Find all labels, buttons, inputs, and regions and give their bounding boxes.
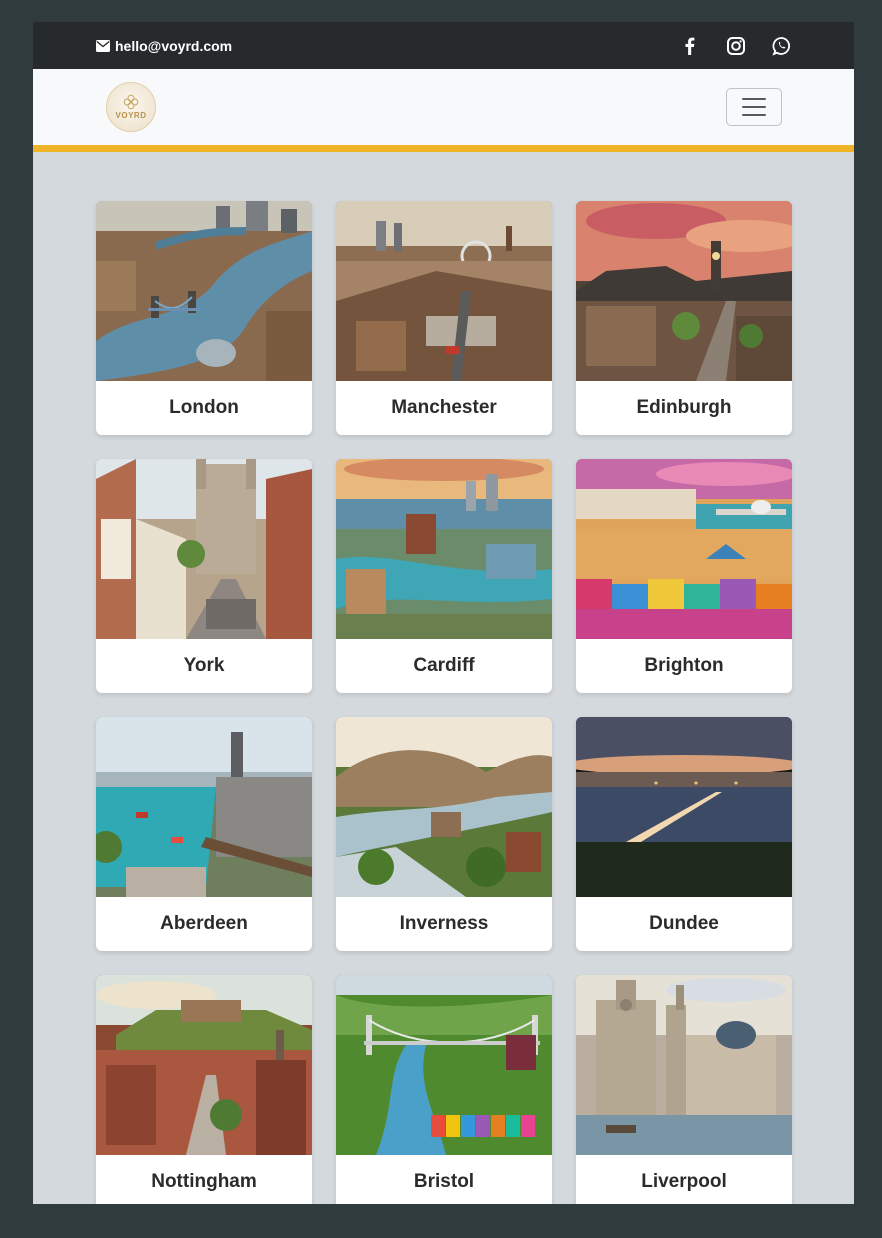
city-image-york[interactable] [96,459,312,639]
city-card-edinburgh[interactable]: Edinburgh [576,201,792,435]
email-text: hello@voyrd.com [115,37,233,54]
city-card-aberdeen[interactable]: Aberdeen [96,717,312,951]
city-image-dundee[interactable] [576,717,792,897]
hamburger-menu-button[interactable] [726,88,782,126]
flower-icon [123,94,139,110]
hamburger-line [742,106,766,108]
email-link[interactable]: hello@voyrd.com [96,38,232,54]
top-contact-bar: hello@voyrd.com [33,22,854,69]
city-image-manchester[interactable] [336,201,552,381]
city-name: Cardiff [413,655,475,676]
city-card-liverpool[interactable]: Liverpool [576,975,792,1204]
main-navbar: VOYRD [33,69,854,152]
city-grid: London Manchester [96,201,792,1204]
city-name: Aberdeen [160,913,248,934]
city-name: Nottingham [151,1171,257,1192]
city-card-dundee[interactable]: Dundee [576,717,792,951]
city-name: Dundee [649,913,719,934]
city-name: Brighton [644,655,724,676]
city-image-inverness[interactable] [336,717,552,897]
city-name: London [169,397,239,418]
city-name: Bristol [413,1171,475,1192]
city-card-brighton[interactable]: Brighton [576,459,792,693]
brand-logo[interactable]: VOYRD [106,82,156,132]
city-image-london[interactable] [96,201,312,381]
city-image-brighton[interactable] [576,459,792,639]
city-name: Liverpool [641,1171,727,1192]
city-image-aberdeen[interactable] [96,717,312,897]
hamburger-line [742,98,766,100]
envelope-icon [96,39,110,52]
instagram-icon[interactable] [726,36,746,56]
city-name: Edinburgh [636,397,732,418]
city-image-cardiff[interactable] [336,459,552,639]
city-card-manchester[interactable]: Manchester [336,201,552,435]
city-image-liverpool[interactable] [576,975,792,1155]
hamburger-line [742,114,766,116]
city-name: Inverness [399,913,489,934]
city-image-bristol[interactable] [336,975,552,1155]
city-name: York [183,655,225,676]
whatsapp-icon[interactable] [772,36,792,56]
city-card-inverness[interactable]: Inverness [336,717,552,951]
city-card-cardiff[interactable]: Cardiff [336,459,552,693]
city-image-edinburgh[interactable] [576,201,792,381]
city-card-york[interactable]: York [96,459,312,693]
city-image-nottingham[interactable] [96,975,312,1155]
logo-text: VOYRD [115,111,147,120]
social-links [680,36,792,56]
page-frame: hello@voyrd.com VOYRD [33,22,854,1204]
facebook-icon[interactable] [680,36,700,56]
city-card-nottingham[interactable]: Nottingham [96,975,312,1204]
city-card-london[interactable]: London [96,201,312,435]
city-name: Manchester [391,397,497,418]
city-card-bristol[interactable]: Bristol [336,975,552,1204]
